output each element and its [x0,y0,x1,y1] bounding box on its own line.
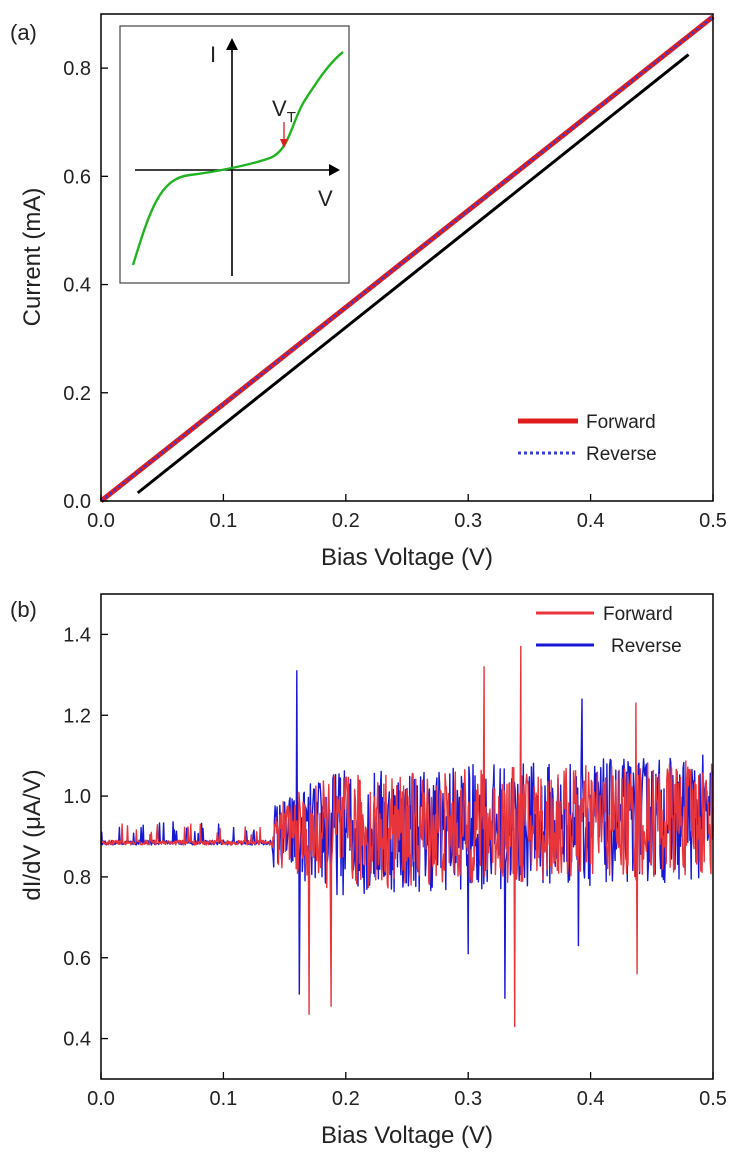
panel-b-x-tick-label: 0.1 [209,1088,237,1110]
panel-b-y-tick-label: 1.4 [63,624,91,646]
panel-a-inset: I V VT [119,25,350,284]
panel-a-y-tick-label: 0.8 [63,58,91,80]
series-reverse-trace [100,670,714,999]
panel-a-plot-frame [100,13,714,502]
inset-frame [119,25,350,284]
panel-b-y-tick-label: 0.6 [63,948,91,970]
panel-a-series [99,14,715,503]
panel-b-y-tick-label: 1.0 [63,786,91,808]
panel-b-y-tick-label: 0.4 [63,1029,91,1051]
panel-b-plot-frame [100,593,714,1080]
panel-a-x-tick-label: 0.1 [209,510,237,532]
legend-a-forward-label: Forward [586,412,656,433]
inset-x-arrow-head [329,164,340,176]
panel-a-legend: Forward Reverse [518,412,657,465]
panel-b-label: (b) [10,597,37,622]
inset-y-arrow-head [226,38,238,50]
panel-b: (b) 0.0 0.1 0.2 0.3 0.4 0.5 0.4 0.6 0.8 1.0 1.2 1.… [10,593,727,1149]
panel-b-y-ticks: 0.4 0.6 0.8 1.0 1.2 1.4 [63,624,108,1051]
panel-a-y-tick-label: 0.4 [63,275,91,297]
inset-vt-main: V [272,96,287,121]
panel-a-x-tick-label: 0.5 [699,510,727,532]
panel-b-y-tick-label: 1.2 [63,705,91,727]
panel-a-label: (a) [10,20,37,45]
panel-b-x-tick-label: 0.3 [454,1088,482,1110]
panel-b-legend: Forward Reverse [536,604,682,657]
legend-b-forward-label: Forward [603,604,673,625]
panel-a-x-tick-label: 0.4 [577,510,605,532]
panel-a: (a) 0.0 0.1 0.2 0.3 0.4 0.5 0.0 0.2 0.4 0.6 0.8 B… [10,13,727,571]
panel-a-y-tick-label: 0.2 [63,383,91,405]
inset-v-label: V [318,186,333,211]
inset-vt-arrow-head [280,139,288,148]
inset-i-label: I [210,42,216,67]
inset-vt-label: VT [272,96,296,126]
panel-a-x-tick-label: 0.2 [332,510,360,532]
series-guide-line [136,53,690,495]
panel-a-y-axis-label: Current (mA) [19,188,46,327]
panel-b-x-tick-label: 0.4 [577,1088,605,1110]
legend-b-reverse-label: Reverse [611,636,682,657]
panel-b-x-tick-label: 0.0 [87,1088,115,1110]
panel-b-x-ticks: 0.0 0.1 0.2 0.3 0.4 0.5 [87,1072,727,1110]
panel-b-y-axis-label: dI/dV (μA/V) [19,769,46,900]
panel-b-y-tick-label: 0.8 [63,867,91,889]
panel-a-x-ticks: 0.0 0.1 0.2 0.3 0.4 0.5 [87,494,727,532]
panel-a-x-tick-label: 0.3 [454,510,482,532]
panel-a-y-tick-label: 0.6 [63,166,91,188]
panel-b-x-tick-label: 0.5 [699,1088,727,1110]
panel-a-x-axis-label: Bias Voltage (V) [321,544,493,571]
panel-b-x-axis-label: Bias Voltage (V) [321,1122,493,1149]
series-forward-trace [100,645,714,1028]
panel-b-x-tick-label: 0.2 [332,1088,360,1110]
legend-a-reverse-label: Reverse [586,444,657,465]
panel-a-y-tick-label: 0.0 [63,491,91,513]
panel-a-y-ticks: 0.0 0.2 0.4 0.6 0.8 [63,58,108,513]
inset-vt-sub: T [287,109,296,126]
series-reverse-line [100,15,714,503]
inset-iv-curve [131,51,344,266]
panel-a-x-tick-label: 0.0 [87,510,115,532]
panel-b-series [100,645,714,1028]
